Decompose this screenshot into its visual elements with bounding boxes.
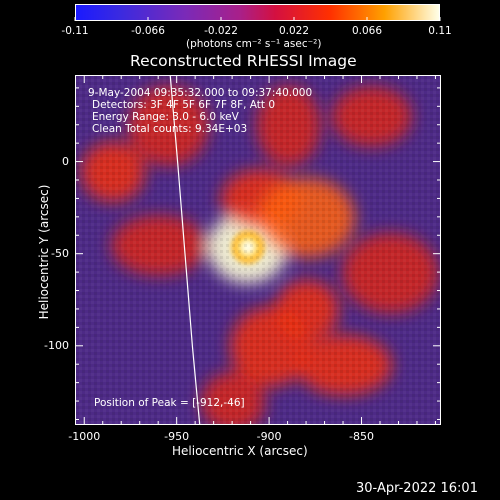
annotation-time-range: 9-May-2004 09:35:32.000 to 09:37:40.000 bbox=[88, 87, 313, 99]
y-tick-label: 0 bbox=[62, 154, 69, 168]
pixel-texture bbox=[76, 76, 440, 424]
footer-timestamp: 30-Apr-2022 16:01 bbox=[356, 481, 478, 496]
x-tick-label: -950 bbox=[164, 430, 190, 443]
colorbar-tick-label: 0.11 bbox=[428, 25, 452, 37]
plot-area: 9-May-2004 09:35:32.000 to 09:37:40.000 … bbox=[75, 75, 441, 425]
x-tick-label: -1000 bbox=[68, 430, 101, 443]
colorbar-tick-label: 0.022 bbox=[278, 25, 310, 37]
annotation-detectors: Detectors: 3F 4F 5F 6F 7F 8F, Att 0 bbox=[92, 99, 276, 111]
y-axis-label: Heliocentric Y (arcsec) bbox=[37, 184, 51, 320]
chart-title: Reconstructed RHESSI Image bbox=[130, 52, 357, 70]
x-tick-label: -900 bbox=[256, 430, 282, 443]
y-tick-label: -100 bbox=[44, 338, 69, 352]
colorbar-tick-label: -0.11 bbox=[61, 25, 89, 37]
colorbar-tick-label: 0.066 bbox=[351, 25, 383, 37]
colorbar bbox=[75, 4, 440, 21]
colorbar-gradient bbox=[76, 5, 439, 20]
colorbar-tick-label: -0.066 bbox=[131, 25, 165, 37]
annotation-peak-position: Position of Peak = [-912,-46] bbox=[94, 397, 245, 409]
y-tick-label: -50 bbox=[51, 246, 69, 260]
x-tick-label: -850 bbox=[349, 430, 374, 443]
annotation-clean-counts: Clean Total counts: 9.34E+03 bbox=[92, 123, 248, 135]
annotation-energy-range: Energy Range: 3.0 - 6.0 keV bbox=[92, 111, 239, 123]
x-axis-label: Heliocentric X (arcsec) bbox=[172, 444, 308, 458]
colorbar-unit-label: (photons cm⁻² s⁻¹ asec⁻²) bbox=[186, 38, 322, 50]
colorbar-tick-label: -0.022 bbox=[204, 25, 238, 37]
heatmap-image bbox=[76, 76, 440, 424]
solar-limb-line bbox=[169, 76, 201, 424]
